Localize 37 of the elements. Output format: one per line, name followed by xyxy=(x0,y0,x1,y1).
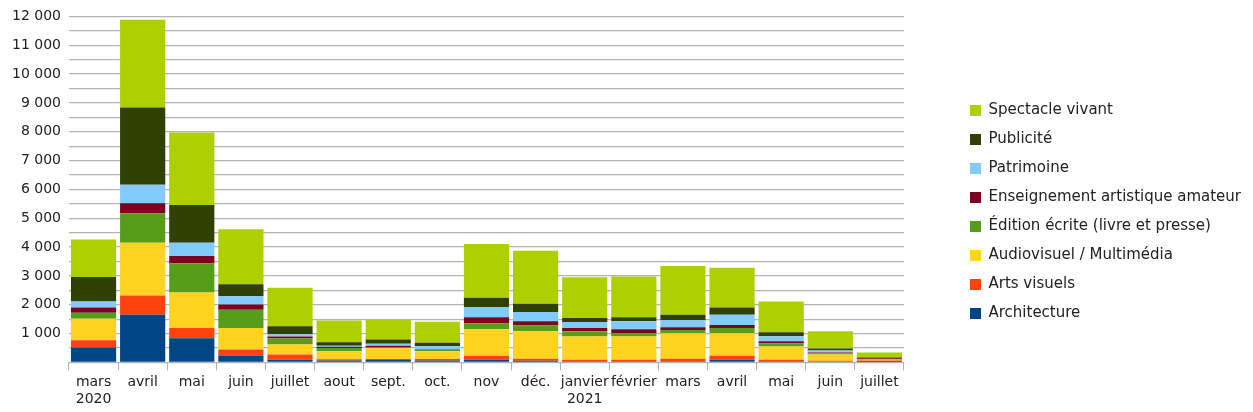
x-tick-label: janvier 2021 xyxy=(559,373,609,407)
y-tick-label: 7 000 xyxy=(20,151,61,168)
legend-label: Audiovisuel / Multimédia xyxy=(988,245,1173,264)
legend-label: Enseignement artistique amateur xyxy=(988,187,1242,206)
y-tick-label: 1 000 xyxy=(20,324,61,341)
x-tick-label: avril xyxy=(127,373,158,390)
x-tick-label: juillet xyxy=(269,373,310,390)
x-tick-label: aout xyxy=(323,373,356,390)
y-tick-label: 8 000 xyxy=(20,122,61,139)
y-tick-label: 11 000 xyxy=(11,35,61,52)
x-tick-label: mars xyxy=(665,373,701,390)
x-tick-label: déc. xyxy=(520,373,551,390)
x-tick-label: juin xyxy=(227,373,254,390)
x-tick-label: oct. xyxy=(424,373,451,390)
y-tick-label: 12 000 xyxy=(11,7,61,24)
legend-label: Patrimoine xyxy=(988,158,1069,177)
x-tick-label: juin xyxy=(816,373,844,390)
y-tick-label: 9 000 xyxy=(20,93,61,110)
legend-label: Arts visuels xyxy=(988,274,1076,293)
legend-label: Publicité xyxy=(988,129,1053,148)
y-tick-label: 2 000 xyxy=(20,295,61,312)
x-tick-label: mars 2020 xyxy=(75,373,112,407)
y-tick-label: 5 000 xyxy=(20,208,61,225)
legend-label: Édition écrite (livre et presse) xyxy=(988,215,1211,235)
x-tick-label: février xyxy=(610,373,657,390)
x-tick-label: avril xyxy=(716,373,748,390)
x-tick-label: sept. xyxy=(370,373,406,390)
x-tick-label: juillet xyxy=(859,373,900,390)
y-tick-label: 3 000 xyxy=(20,266,61,283)
x-tick-label: nov xyxy=(473,373,500,390)
y-tick-label: 6 000 xyxy=(20,180,61,197)
x-tick-label: mai xyxy=(178,373,205,390)
legend-label: Spectacle vivant xyxy=(988,100,1114,119)
y-tick-label: 10 000 xyxy=(11,64,61,81)
legend-label: Architecture xyxy=(988,303,1081,322)
x-tick-label: mai xyxy=(768,373,795,390)
y-tick-label: 4 000 xyxy=(20,237,61,254)
